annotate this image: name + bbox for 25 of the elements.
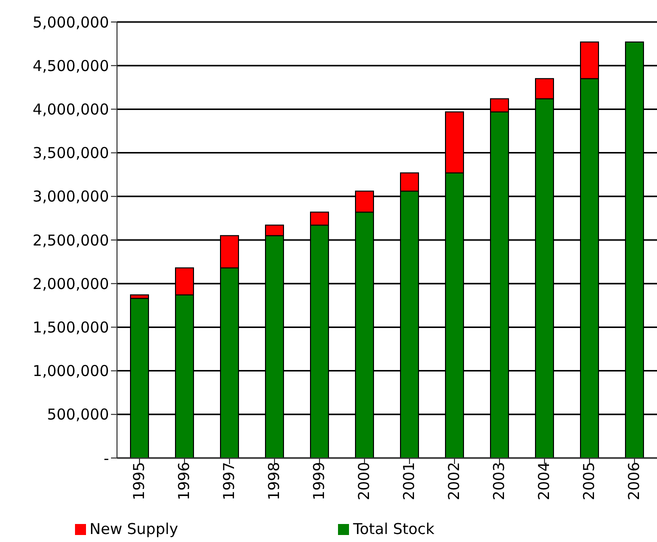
x-tick-label: 2002: [445, 462, 464, 500]
y-tick-label: 1,500,000: [32, 318, 109, 337]
y-tick-label: 5,000,000: [32, 13, 109, 32]
y-tick-label: 2,000,000: [32, 274, 109, 293]
x-tick-label: 2004: [535, 462, 554, 500]
x-tick-label: 1998: [265, 462, 284, 500]
y-tick-label: 1,000,000: [32, 362, 109, 380]
x-tick-label: 1999: [310, 462, 328, 500]
x-tick-label: 1995: [130, 462, 148, 500]
x-tick-label: 2005: [580, 462, 598, 500]
y-tick-label: -: [104, 449, 109, 468]
x-tick-label: 1996: [175, 462, 194, 500]
x-tick-label: 2001: [400, 462, 418, 500]
y-tick-label: 4,500,000: [32, 56, 109, 75]
y-tick-label: 3,000,000: [32, 188, 109, 206]
y-tick-label: 500,000: [46, 406, 109, 424]
x-tick-label: 1997: [220, 462, 238, 500]
x-tick-label: 2003: [490, 462, 508, 500]
y-tick-label: 3,500,000: [32, 144, 109, 162]
x-tick-label: 2006: [625, 462, 644, 500]
legend-label: Total Stock: [353, 520, 434, 538]
y-tick-label: 2,500,000: [32, 231, 109, 250]
x-tick-label: 2000: [355, 462, 374, 500]
y-tick-label: 4,000,000: [32, 100, 109, 119]
legend-label: New Supply: [90, 520, 178, 538]
